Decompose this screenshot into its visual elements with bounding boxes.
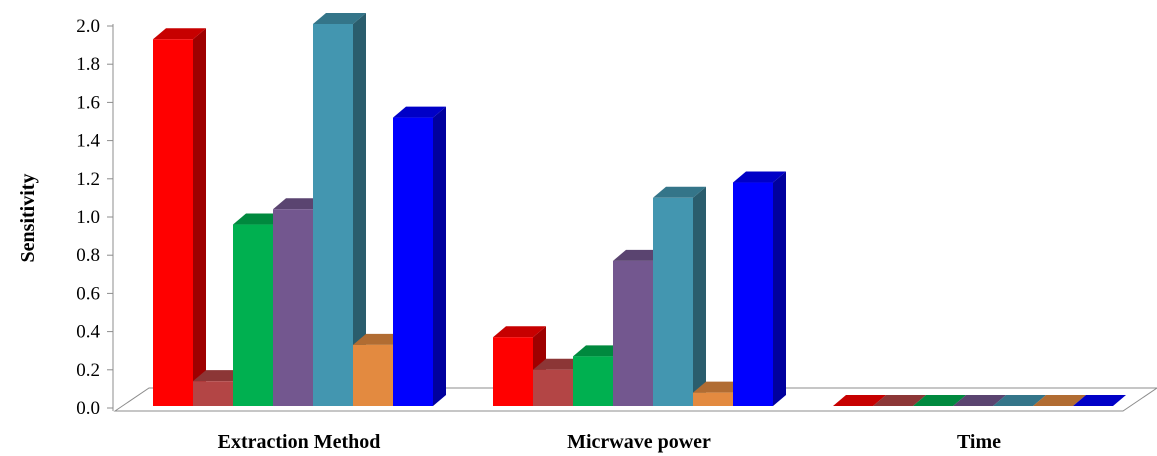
y-tick-label: 1.4 — [76, 131, 100, 152]
y-tick-label: 0.4 — [76, 322, 100, 343]
bar-front — [493, 337, 533, 406]
y-axis: 0.0 0.2 0.4 0.6 0.8 1.0 1.2 1.4 1.6 1.8 2.0 — [76, 16, 114, 419]
bar — [653, 186, 706, 406]
bar — [313, 13, 366, 406]
bar-front — [393, 117, 433, 406]
bar — [733, 171, 786, 406]
bar — [913, 395, 966, 406]
bar-side — [433, 106, 446, 406]
bar-top — [993, 395, 1046, 406]
bar-top — [573, 345, 626, 357]
y-tick-label: 0.6 — [76, 283, 100, 304]
bar — [153, 28, 206, 407]
bar-top — [533, 358, 586, 370]
bar — [393, 106, 446, 406]
bar-top — [913, 395, 966, 406]
bar-top — [393, 106, 446, 118]
bar-side — [693, 186, 706, 406]
y-tick-label: 2.0 — [76, 16, 100, 37]
bar-top — [193, 370, 246, 382]
bar-side — [353, 13, 366, 406]
bar — [833, 395, 886, 406]
y-tick-label: 1.2 — [76, 169, 100, 190]
x-category-label: Time — [957, 431, 1001, 453]
bar-top — [493, 326, 546, 338]
bar-top — [153, 28, 206, 40]
bar-top — [873, 395, 926, 406]
bar-top — [313, 13, 366, 24]
bar-side — [773, 171, 786, 406]
y-tick-label: 1.0 — [76, 207, 100, 228]
bar — [1073, 395, 1126, 406]
bar — [953, 395, 1006, 406]
bar-top — [953, 395, 1006, 406]
bar — [1033, 395, 1086, 406]
y-tick-label: 0.0 — [76, 398, 100, 419]
bar-top — [693, 381, 746, 393]
bar-front — [533, 369, 573, 406]
bar — [993, 395, 1046, 406]
bar-front — [233, 224, 273, 406]
y-axis-label: Sensitivity — [17, 174, 39, 263]
bar-front — [273, 209, 313, 406]
bar-top — [273, 198, 326, 210]
bar-top — [733, 171, 786, 183]
x-axis: Extraction Method Micrwave power Time — [218, 431, 1002, 453]
bar-front — [613, 260, 653, 406]
y-tick-label: 0.2 — [76, 360, 100, 381]
bar-top — [233, 213, 286, 225]
x-category-label: Extraction Method — [218, 431, 381, 453]
bar — [873, 395, 926, 406]
bar-front — [653, 197, 693, 406]
y-tick-label: 1.6 — [76, 92, 100, 113]
bar-top — [353, 333, 406, 345]
bar-top — [1073, 395, 1126, 406]
bar-front — [153, 39, 193, 406]
bar-front — [193, 381, 233, 406]
bar-front — [313, 24, 353, 406]
bar-top — [653, 186, 706, 198]
bar-top — [1033, 395, 1086, 406]
bar-front — [353, 344, 393, 406]
bar-side — [193, 28, 206, 407]
x-category-label: Micrwave power — [567, 431, 711, 453]
bar-top — [613, 249, 666, 261]
y-tick-label: 0.8 — [76, 245, 100, 266]
bar-front — [733, 182, 773, 406]
bars-layer — [153, 13, 1126, 407]
y-tick-label: 1.8 — [76, 54, 100, 75]
bar-front — [573, 356, 613, 406]
bar-top — [833, 395, 886, 406]
bar-front — [693, 392, 733, 406]
